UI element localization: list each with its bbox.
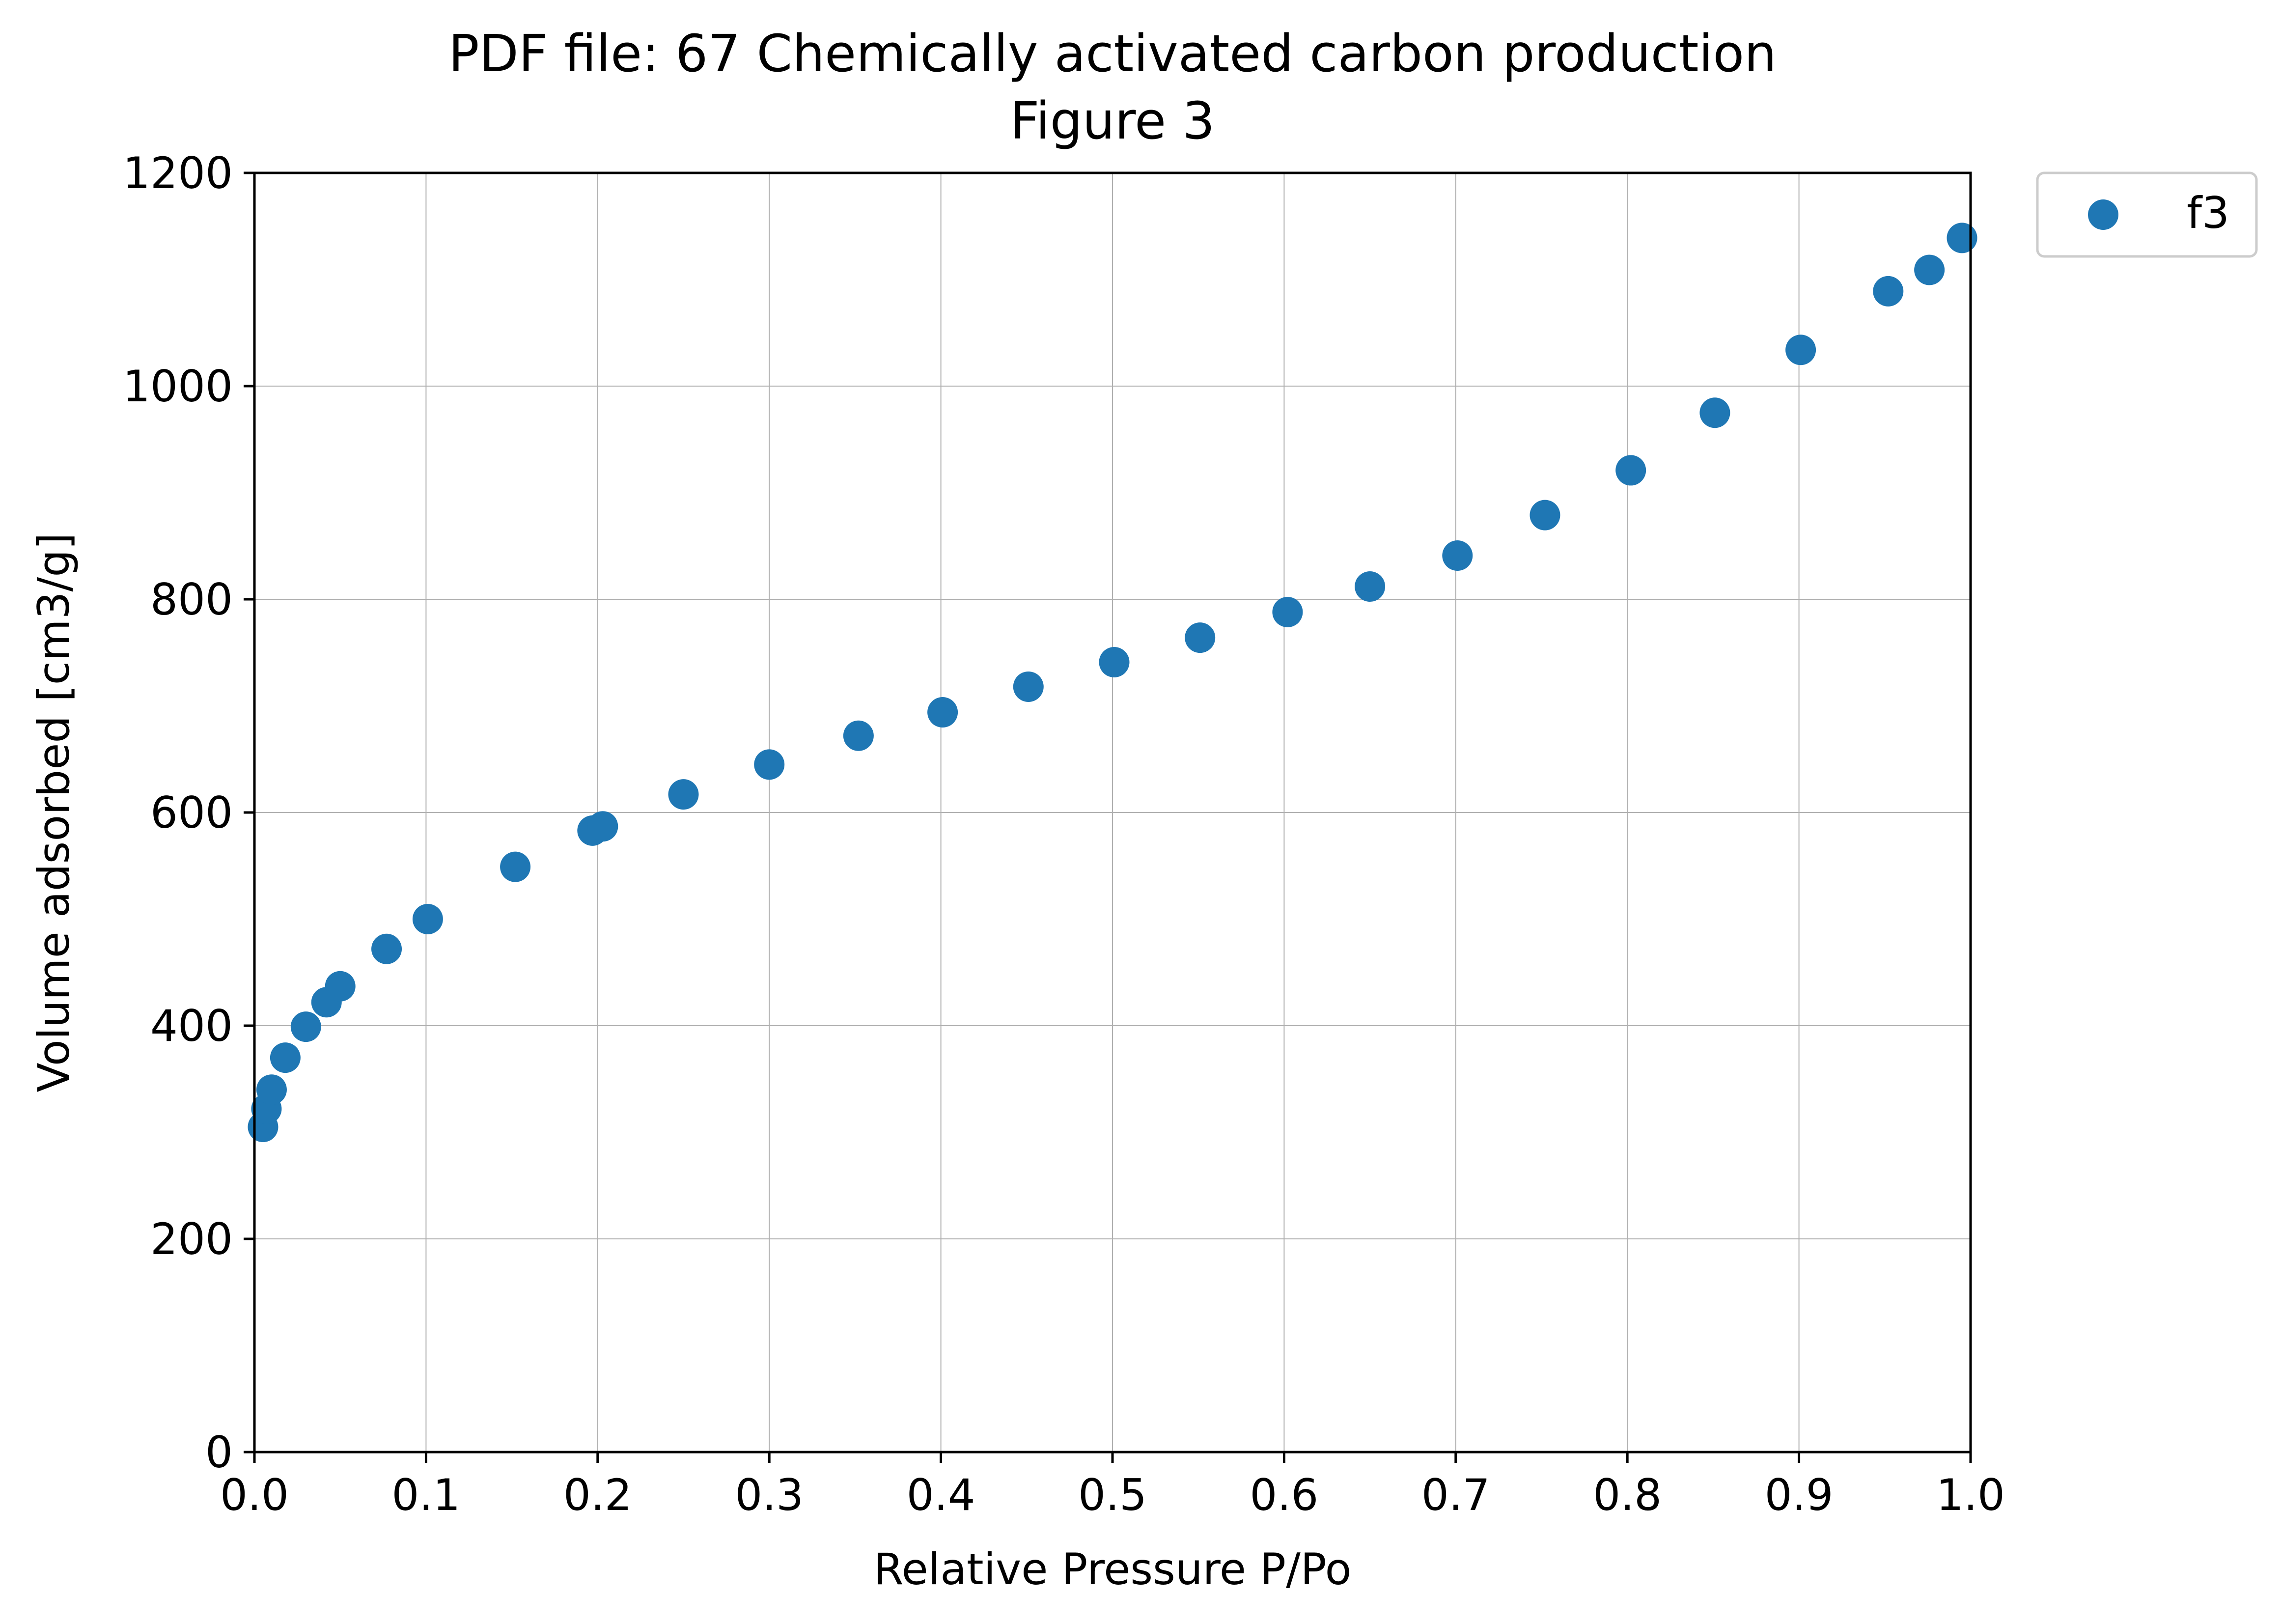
x-tick-label: 0.4	[907, 1470, 975, 1520]
data-point-f3	[1914, 254, 1945, 285]
y-axis-label: Volume adsorbed [cm3/g]	[28, 532, 79, 1092]
legend-marker-f3	[2088, 199, 2118, 230]
x-tick-label: 0.5	[1078, 1470, 1147, 1520]
data-point-f3	[1272, 597, 1303, 628]
legend-label-f3: f3	[2187, 188, 2229, 238]
data-point-f3	[1699, 397, 1730, 428]
data-point-f3	[256, 1074, 287, 1105]
data-point-f3	[1355, 571, 1386, 602]
y-tick-label: 800	[150, 574, 233, 625]
data-point-f3	[843, 720, 874, 751]
x-tick-label: 0.6	[1250, 1470, 1318, 1520]
data-point-f3	[325, 971, 356, 1002]
data-point-f3	[290, 1011, 321, 1042]
legend-box	[2036, 171, 2258, 258]
y-tick-label: 600	[150, 787, 233, 838]
data-point-f3	[1615, 455, 1646, 486]
data-point-f3	[1873, 276, 1904, 307]
data-point-f3	[1442, 540, 1473, 571]
data-point-f3	[1947, 223, 1977, 253]
y-tick-label: 0	[205, 1427, 233, 1478]
data-point-f3	[754, 749, 785, 780]
y-axis-ticks: 0 200 400 600 800 1000 1200	[123, 148, 254, 1478]
data-point-f3	[1185, 622, 1216, 653]
x-tick-label: 0.3	[735, 1470, 804, 1520]
x-tick-label: 0.9	[1765, 1470, 1834, 1520]
x-tick-label: 0.1	[391, 1470, 460, 1520]
y-tick-label: 1000	[123, 361, 233, 412]
x-tick-label: 0.2	[563, 1470, 632, 1520]
chart-subtitle: Figure 3	[1010, 91, 1215, 151]
x-tick-label: 0.8	[1593, 1470, 1662, 1520]
data-point-f3	[1530, 500, 1560, 531]
data-point-f3	[371, 933, 402, 964]
data-point-f3	[412, 904, 443, 934]
data-point-f3	[1785, 335, 1816, 365]
y-tick-label: 400	[150, 1001, 233, 1051]
x-axis-ticks: 0.0 0.1 0.2 0.3 0.4 0.5 0.6 0.7 0.8 0.9 1.0	[220, 1452, 2005, 1520]
data-point-f3	[927, 697, 958, 728]
y-tick-label: 200	[150, 1214, 233, 1264]
data-point-f3	[668, 779, 699, 810]
x-tick-label: 0.0	[220, 1470, 289, 1520]
data-point-f3	[270, 1042, 301, 1073]
data-point-f3	[1013, 671, 1044, 702]
legend: f3	[2036, 171, 2258, 258]
data-point-f3	[587, 811, 618, 842]
data-points	[248, 223, 1977, 1143]
y-tick-label: 1200	[123, 148, 233, 198]
chart-title: PDF file: 67 Chemically activated carbon…	[448, 24, 1777, 84]
x-tick-label: 1.0	[1936, 1470, 2005, 1520]
x-tick-label: 0.7	[1421, 1470, 1490, 1520]
data-point-f3	[500, 851, 531, 882]
data-point-f3	[1099, 647, 1130, 678]
x-axis-label: Relative Pressure P/Po	[873, 1544, 1351, 1595]
